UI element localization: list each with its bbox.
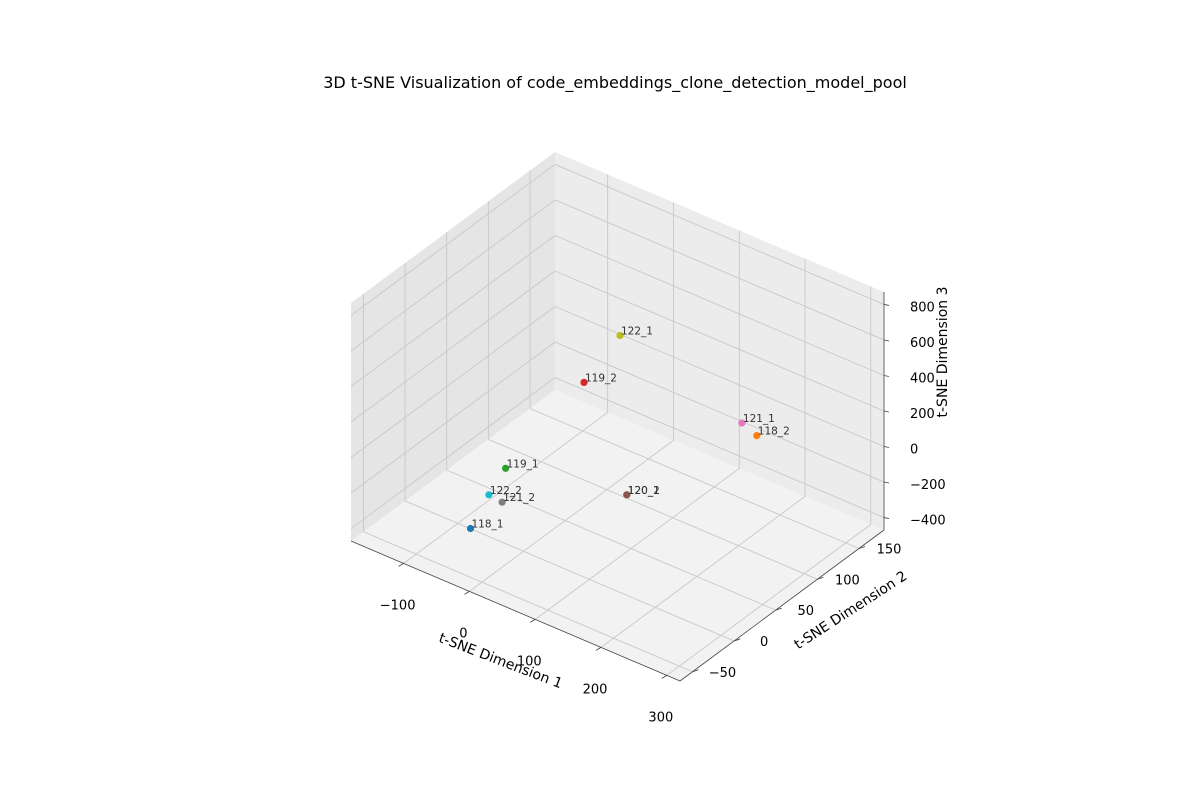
grid-z-side <box>350 377 556 529</box>
grid-lines <box>350 164 885 676</box>
y-tick-mark <box>775 607 782 611</box>
grid-y-floor <box>488 438 818 580</box>
grid-x-floor <box>600 496 806 648</box>
point-122_2 <box>485 491 493 499</box>
point-118_2 <box>753 432 761 440</box>
chart-title: 3D t-SNE Visualization of code_embedding… <box>323 73 907 93</box>
point-121_2 <box>498 498 506 506</box>
grid-x-floor <box>534 468 740 620</box>
point-label-118_2: 118_2 <box>758 426 790 438</box>
x-tick-mark <box>661 675 668 679</box>
x-tick-label: 300 <box>648 710 673 725</box>
z-tick-label: 600 <box>910 336 935 351</box>
x-tick-mark <box>595 647 602 651</box>
point-label-122_1: 122_1 <box>621 326 653 338</box>
tick-labels: −100 0 100 200 300 −50 0 50 100 150 −400 −200 0 200 40… <box>380 300 946 725</box>
x-tick-label: −100 <box>380 598 416 613</box>
z-tick-label: 200 <box>910 407 935 422</box>
grid-y-floor <box>404 500 735 642</box>
x-tick-mark <box>464 591 470 595</box>
point-118_1 <box>466 524 475 533</box>
grid-z-side <box>350 164 556 316</box>
point-label-120_2: 120_2 <box>628 485 660 497</box>
point-120_2 <box>623 491 631 499</box>
grid-y-floor <box>363 531 693 673</box>
x-tick-mark <box>398 563 404 567</box>
grid-z-back <box>554 377 885 518</box>
z-tick-label: 800 <box>910 300 935 315</box>
point-label-119_2: 119_2 <box>585 372 617 384</box>
point-label-121_1: 121_1 <box>743 413 775 425</box>
grid-z-side <box>350 306 556 458</box>
z-tick-mark <box>883 517 890 519</box>
grid-z-side <box>350 235 556 387</box>
z-tick-mark <box>883 339 890 342</box>
grid-z-side <box>350 341 556 494</box>
grid-z-back <box>554 235 885 376</box>
axes-panes <box>351 152 884 681</box>
grid-z-back <box>554 306 885 447</box>
z-tick-label: −400 <box>910 514 946 529</box>
z-tick-label: 0 <box>910 443 918 458</box>
grid-z-back <box>554 164 885 305</box>
y-tick-mark <box>692 669 699 673</box>
point-119_2 <box>580 378 588 386</box>
y-tick-label: 0 <box>760 635 768 650</box>
z-tick-mark <box>883 410 890 413</box>
x-tick-label: 100 <box>517 654 542 669</box>
grid-y-floor <box>446 469 776 611</box>
z-tick-mark <box>883 375 890 377</box>
grid-y-floor <box>529 408 860 549</box>
grid-x-floor <box>666 524 872 676</box>
grid-x-floor <box>469 440 674 592</box>
point-label-122_2: 122_2 <box>490 485 522 497</box>
grid-z-side <box>350 270 556 423</box>
point-label-120_1: 120_1 <box>628 485 660 497</box>
grid-z-back <box>554 270 885 412</box>
grid-x-floor <box>403 412 608 564</box>
x-axis-line <box>350 540 681 682</box>
grid-z-back <box>554 199 885 341</box>
point-label-118_1: 118_1 <box>472 519 504 531</box>
x-axis-label: t-SNE Dimension 1 <box>436 630 564 692</box>
x-tick-label: 0 <box>459 626 467 641</box>
point-label-119_1: 119_1 <box>507 458 539 470</box>
point-label-121_2: 121_2 <box>503 492 535 504</box>
y-tick-label: 100 <box>835 573 860 588</box>
x-tick-mark <box>530 619 536 623</box>
grid-z-back <box>554 341 885 483</box>
y-tick-label: 50 <box>797 604 814 619</box>
point-119_1 <box>502 464 510 472</box>
z-axis-label: t-SNE Dimension 3 <box>935 287 951 418</box>
point-121_1 <box>738 419 746 427</box>
z-tick-mark <box>883 446 890 448</box>
y-tick-label: −50 <box>709 666 736 681</box>
y-tick-mark <box>817 576 824 580</box>
z-tick-mark <box>883 481 890 484</box>
y-tick-label: 150 <box>877 542 902 557</box>
z-tick-label: 400 <box>910 371 935 386</box>
floor-pane <box>351 390 884 681</box>
x-tick-label: 200 <box>583 682 608 697</box>
y-axis-line <box>679 529 885 682</box>
y-tick-mark <box>733 638 741 642</box>
grid-z-side <box>350 199 556 352</box>
z-tick-mark <box>883 304 890 306</box>
z-tick-label: −200 <box>910 478 946 493</box>
y-tick-mark <box>858 546 866 549</box>
point-122_1 <box>616 331 624 340</box>
